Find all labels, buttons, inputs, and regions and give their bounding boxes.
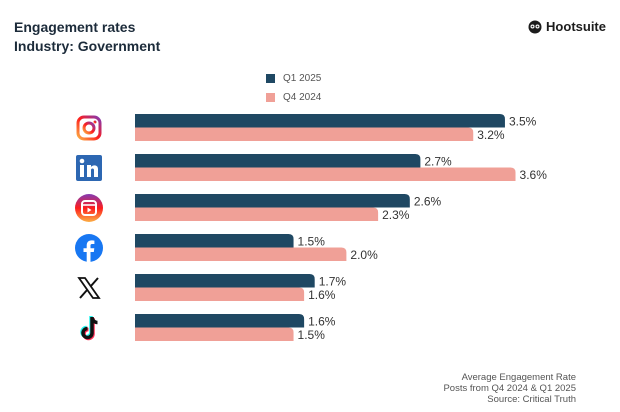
bar-q4-2024 <box>135 167 516 181</box>
data-label: 2.7% <box>424 155 452 169</box>
data-label: 1.7% <box>319 275 347 289</box>
bar-q1-2025 <box>134 234 294 248</box>
data-label: 1.6% <box>308 315 336 329</box>
legend-label: Q1 2025 <box>283 73 322 84</box>
data-label: 1.5% <box>298 328 326 342</box>
data-label: 3.6% <box>520 168 548 182</box>
data-label: 1.6% <box>308 288 336 302</box>
chart-subtitle: Industry: Government <box>14 38 161 54</box>
tiktok-icon <box>80 316 98 341</box>
chart-footnote: Average Engagement Rate Posts from Q4 20… <box>443 372 576 405</box>
bar-q1-2025 <box>135 274 315 288</box>
legend-swatch <box>266 74 275 83</box>
bar-q4-2024 <box>135 127 474 141</box>
owl-icon <box>528 20 542 34</box>
data-label: 3.5% <box>509 115 537 129</box>
bar-q4-2024 <box>135 247 347 261</box>
instagram-icon <box>76 115 102 141</box>
legend-item-q1-2025: Q1 2025 <box>266 73 321 84</box>
hootsuite-logo: Hootsuite <box>527 18 606 34</box>
footnote-line: Source: Critical Truth <box>487 394 576 405</box>
legend-swatch <box>266 93 275 102</box>
data-label: 2.6% <box>414 195 442 209</box>
bar-q4-2024 <box>134 327 294 341</box>
data-label: 3.2% <box>477 128 505 142</box>
bar-q4-2024 <box>134 207 379 221</box>
data-label: 2.0% <box>350 248 378 262</box>
bar-q1-2025 <box>135 314 305 328</box>
footnote-line: Average Engagement Rate <box>461 372 576 383</box>
data-label: 2.3% <box>382 208 410 222</box>
bar-q1-2025 <box>135 154 421 168</box>
facebook-icon <box>75 234 103 262</box>
chart-title: Engagement rates <box>14 19 136 35</box>
bar-q1-2025 <box>135 114 505 128</box>
brand-name: Hootsuite <box>546 18 606 34</box>
x-icon <box>77 277 101 299</box>
bar-q4-2024 <box>135 287 305 301</box>
data-label: 1.5% <box>298 235 326 249</box>
footnote-line: Posts from Q4 2024 & Q1 2025 <box>443 383 576 394</box>
linkedin-icon <box>76 155 102 181</box>
bar-q1-2025 <box>135 194 410 208</box>
legend-item-q4-2024: Q4 2024 <box>266 92 321 103</box>
instagram-reels-icon <box>75 194 103 222</box>
legend-label: Q4 2024 <box>283 92 322 103</box>
